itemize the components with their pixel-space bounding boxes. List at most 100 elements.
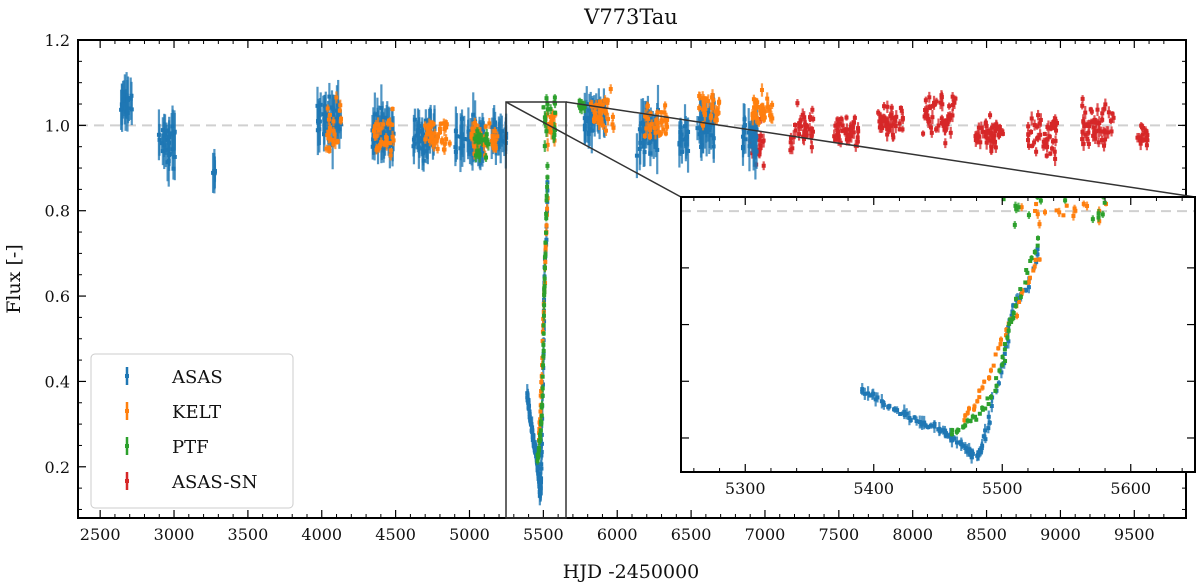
asas-point — [695, 116, 700, 141]
asas-sn-point — [1080, 95, 1085, 103]
asas-point — [754, 121, 759, 154]
ptf-dip-point — [544, 230, 549, 235]
kelt-point — [700, 91, 705, 106]
asas-sn-point — [1029, 111, 1034, 126]
kelt-point — [433, 135, 438, 145]
ptf-point — [553, 110, 558, 115]
asas-sn-point — [1048, 151, 1053, 157]
ptf-dip-point — [541, 351, 546, 361]
ptf-inset-dip-point — [1035, 243, 1040, 248]
kelt-inset-dip-point — [999, 336, 1004, 343]
ptf-dip-point — [541, 323, 546, 328]
asas-sn-point — [1081, 116, 1086, 129]
kelt-point — [770, 100, 775, 110]
asas-inset-dip-point — [1011, 302, 1016, 308]
kelt-inset-dip-point — [975, 398, 980, 404]
asas-inset-dip-point — [881, 400, 886, 410]
kelt-point — [331, 126, 336, 135]
asas-point — [163, 132, 168, 168]
x-tick-label: 5500 — [523, 525, 564, 544]
x-tick-label: 9500 — [1114, 525, 1155, 544]
asas-inset-dip-point — [914, 416, 919, 426]
asas-sn-point — [891, 120, 896, 129]
ptf-dip-point — [542, 263, 547, 273]
asas-sn-point — [1089, 108, 1094, 116]
asas-sn-point — [1083, 105, 1088, 120]
inset-frame — [680, 196, 1196, 473]
asas-inset-dip-point — [895, 406, 900, 414]
kelt-point — [444, 120, 449, 129]
ptf-dip-point — [542, 300, 547, 311]
ptf-point — [548, 104, 553, 114]
ptf-inset-point — [1063, 197, 1068, 204]
y-tick-label: 1.0 — [45, 116, 70, 135]
asas-sn-point — [994, 120, 999, 131]
asas-sn-point — [1108, 117, 1113, 125]
asas-sn-point — [1026, 130, 1031, 139]
asas-sn-point — [835, 116, 840, 123]
asas-inset-dip-point — [923, 422, 928, 429]
asas-point — [742, 115, 747, 135]
asas-sn-point — [835, 125, 840, 136]
asas-sn-point — [953, 95, 958, 102]
asas-sn-point — [1029, 129, 1034, 135]
asas-sn-point — [847, 132, 852, 138]
asas-sn-point — [889, 109, 894, 120]
asas-point — [639, 98, 644, 149]
asas-point — [749, 120, 754, 142]
kelt-point — [603, 125, 608, 136]
asas-sn-point — [788, 146, 793, 155]
asas-point — [420, 126, 425, 171]
asas-inset-dip-point — [907, 410, 912, 426]
asas-sn-point — [1050, 145, 1055, 152]
kelt-point — [483, 123, 488, 130]
kelt-inset-dip-point — [991, 363, 996, 368]
asas-sn-point — [934, 125, 939, 133]
ptf-point — [482, 136, 487, 143]
ptf-dip-point — [545, 174, 550, 181]
asas-sn-point — [761, 161, 766, 171]
ptf-point — [477, 148, 482, 163]
ptf-inset-point — [1014, 205, 1019, 214]
asas-sn-point — [1080, 102, 1085, 110]
asas-point — [424, 138, 429, 164]
asas-point — [121, 92, 126, 117]
ptf-dip-point — [541, 348, 546, 354]
y-axis-ticks: 0.2 0.4 0.6 0.8 1.0 1.2 — [45, 31, 1186, 510]
kelt-inset-dip-point — [1032, 263, 1037, 270]
asas-sn-point — [986, 127, 991, 134]
inset-x-tick-label: 5300 — [725, 479, 766, 498]
asas-sn-point — [973, 133, 978, 147]
asas-sn-point — [1049, 120, 1054, 128]
x-tick-label: 9000 — [1040, 525, 1081, 544]
kelt-inset-dip-point — [972, 403, 977, 410]
ptf-inset-dip-point — [963, 422, 968, 429]
kelt-point — [756, 118, 761, 127]
kelt-point — [372, 125, 377, 132]
y-tick-label: 0.8 — [45, 202, 70, 221]
kelt-point — [649, 119, 654, 129]
ptf-dip-point — [538, 432, 543, 438]
kelt-point — [655, 116, 660, 130]
asas-sn-point — [1047, 133, 1052, 140]
kelt-point — [606, 112, 611, 126]
ptf-point — [475, 135, 480, 147]
kelt-point — [601, 121, 606, 130]
x-tick-label: 5000 — [449, 525, 490, 544]
asas-sn-point — [881, 113, 886, 128]
asas-sn-point — [886, 120, 891, 135]
asas-sn-point — [1138, 137, 1143, 151]
kelt-point — [545, 138, 550, 152]
kelt-point — [664, 118, 669, 132]
asas-sn-point — [795, 99, 800, 108]
ptf-inset-dip-point — [1023, 280, 1028, 285]
kelt-inset-dip-point — [1020, 288, 1025, 295]
kelt-inset-dip-point — [977, 388, 982, 394]
zoom-indicator — [505, 101, 1196, 519]
asas-point — [582, 117, 587, 142]
kelt-point — [382, 141, 387, 148]
asas-inset-dip-point — [892, 406, 897, 412]
asas-sn-point — [1093, 125, 1098, 138]
asas-sn-point — [1045, 123, 1050, 131]
asas-sn-point — [877, 114, 882, 128]
